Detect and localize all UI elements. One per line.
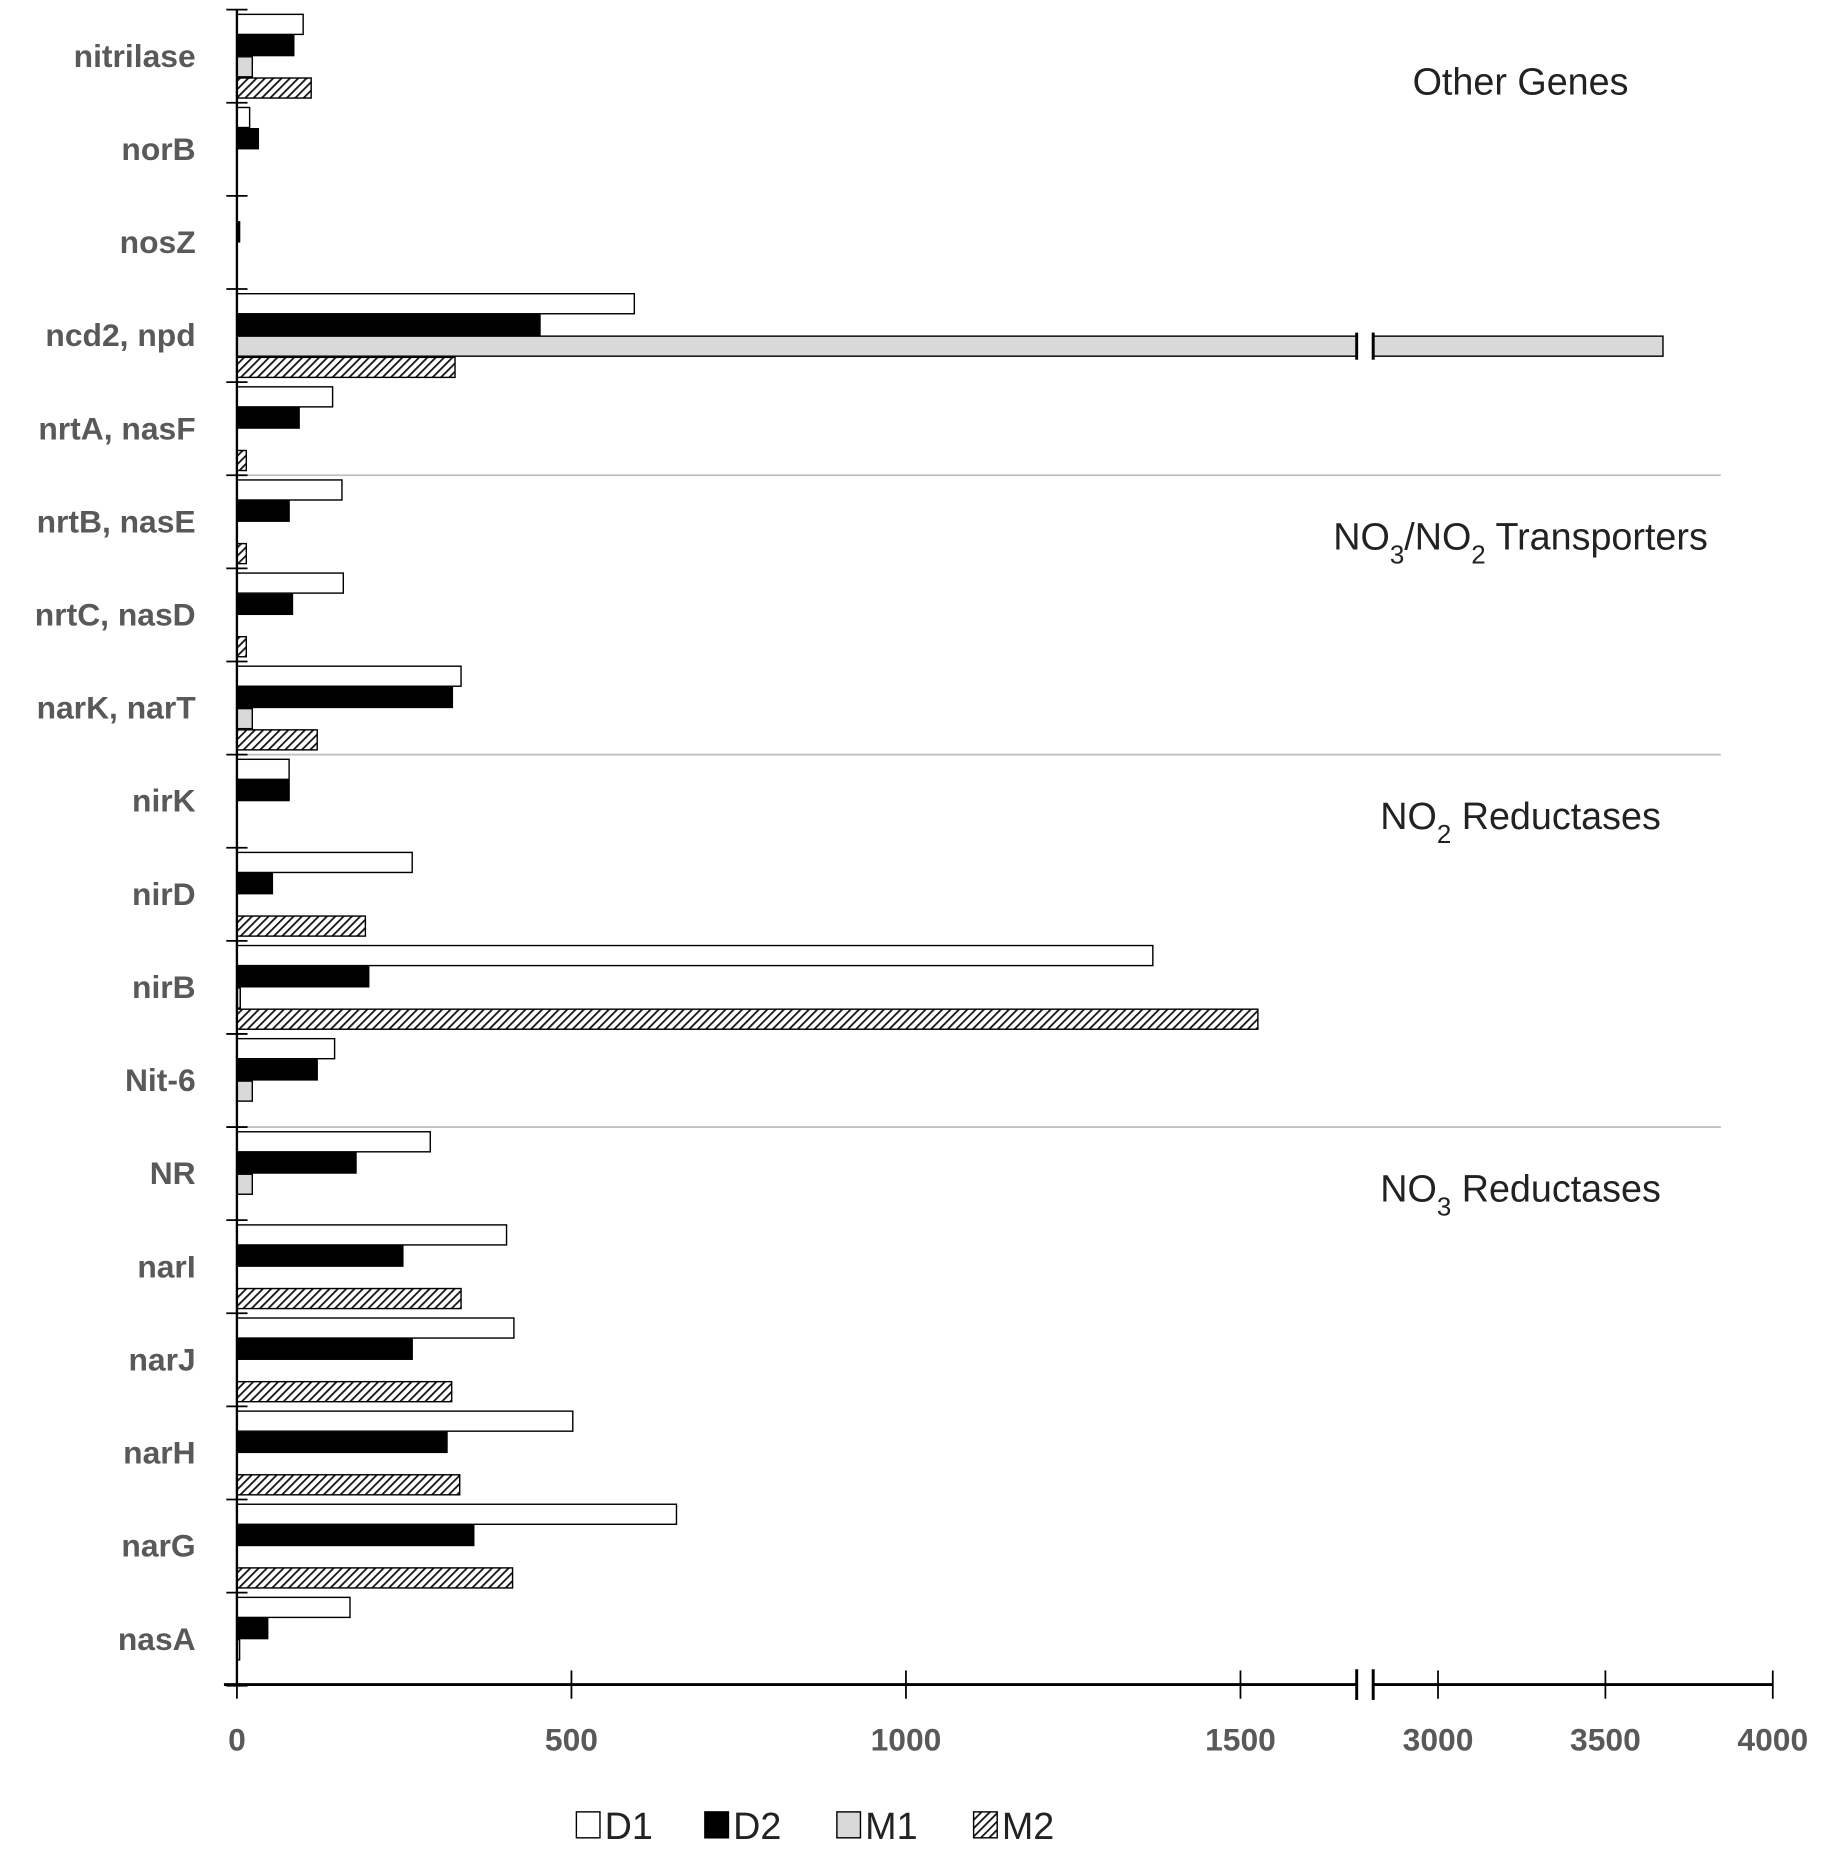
bar-M1-7 [236, 707, 254, 730]
bar-D1-4 [236, 386, 334, 408]
legend-label: M1 [865, 1805, 917, 1847]
section-label: Other Genes [1413, 61, 1629, 103]
x-tick-label: 500 [545, 1722, 598, 1758]
bar-D2-15 [236, 1431, 448, 1454]
bar-D2-6 [236, 593, 294, 616]
section-label: NO3/NO2 Transporters [1333, 515, 1708, 569]
category-label: nrtA, nasF [38, 410, 195, 446]
category-label: nasA [118, 1621, 196, 1657]
category-label: nirK [132, 783, 196, 819]
bar-M2-7 [236, 729, 318, 751]
bar-D1-7 [236, 665, 462, 687]
bar-D1-12 [236, 1131, 431, 1153]
bar-M2-6 [236, 636, 247, 658]
bar-D1-15 [236, 1410, 574, 1432]
bar-D1-6 [236, 572, 345, 594]
bar-D1-11 [236, 1037, 336, 1060]
x-tick-label: 3000 [1403, 1722, 1474, 1758]
bar-D2-1 [236, 127, 260, 150]
legend-swatch-D2 [704, 1811, 730, 1839]
x-tick-label: 4000 [1737, 1722, 1808, 1758]
category-label: narJ [128, 1341, 195, 1377]
bar-break-gap [1356, 333, 1374, 359]
x-tick-label: 3500 [1570, 1722, 1641, 1758]
category-label: narI [137, 1248, 195, 1284]
legend-label: D1 [605, 1805, 653, 1847]
bar-D1-16 [236, 1503, 678, 1525]
legend-swatch-M2 [972, 1811, 998, 1839]
bar-M2-14 [236, 1380, 453, 1403]
bar-D2-10 [236, 966, 370, 988]
bar-D2-0 [236, 34, 295, 57]
bar-M1-3 [236, 335, 1664, 357]
x-tick-label: 1000 [871, 1722, 942, 1758]
legend-label: D2 [733, 1805, 781, 1847]
bar-D2-8 [236, 779, 290, 802]
section-label: NO2 Reductases [1380, 795, 1661, 849]
category-label: ncd2, npd [45, 317, 195, 353]
bar-M2-0 [236, 77, 312, 99]
x-tick-label: 0 [228, 1722, 246, 1758]
bar-D2-9 [236, 872, 274, 895]
bar-M2-10 [236, 1008, 1259, 1030]
category-label: NR [150, 1155, 196, 1191]
bar-M1-11 [236, 1080, 254, 1102]
bar-D2-7 [236, 686, 454, 709]
category-label: norB [121, 131, 195, 167]
category-label: nrtC, nasD [35, 597, 196, 633]
bar-D2-17 [236, 1617, 269, 1640]
category-label: nosZ [120, 224, 196, 260]
bar-M1-12 [236, 1173, 254, 1195]
bar-M2-15 [236, 1474, 461, 1496]
section-label: NO3 Reductases [1380, 1167, 1661, 1221]
category-label: narH [123, 1435, 195, 1471]
bar-D2-5 [236, 500, 290, 522]
bar-M2-16 [236, 1567, 514, 1589]
bar-D2-11 [236, 1059, 318, 1081]
bar-D1-3 [236, 293, 636, 315]
category-label: nirB [132, 969, 196, 1005]
bar-M2-13 [236, 1287, 462, 1310]
bar-D2-12 [236, 1152, 357, 1174]
legend-swatch-D1 [575, 1811, 601, 1839]
bar-D1-0 [236, 13, 304, 36]
category-label: nitrilase [74, 38, 196, 74]
bar-M2-4 [236, 449, 247, 472]
category-label: narK, narT [37, 690, 197, 726]
category-label: nirD [132, 876, 196, 912]
bar-M1-0 [236, 56, 254, 78]
category-label: narG [121, 1528, 195, 1564]
bar-D1-17 [236, 1596, 351, 1619]
bar-D2-3 [236, 314, 541, 336]
bar-D1-13 [236, 1224, 508, 1246]
bar-D1-5 [236, 479, 343, 501]
category-label: nrtB, nasE [37, 503, 196, 539]
bar-M2-5 [236, 542, 247, 565]
bar-M2-3 [236, 356, 456, 379]
bar-D1-1 [236, 106, 251, 129]
bar-D1-9 [236, 851, 413, 874]
bar-D2-16 [236, 1524, 475, 1547]
bar-M2-9 [236, 915, 367, 937]
legend-swatch-M1 [836, 1811, 862, 1839]
x-tick-label: 1500 [1205, 1722, 1276, 1758]
bar-D1-14 [236, 1317, 515, 1339]
bar-D2-4 [236, 407, 300, 429]
bar-D2-13 [236, 1245, 404, 1267]
category-label: Nit-6 [125, 1062, 196, 1098]
legend-label: M2 [1002, 1805, 1054, 1847]
bar-D1-8 [236, 758, 290, 781]
bar-D1-10 [236, 944, 1154, 967]
bar-D2-14 [236, 1338, 413, 1360]
